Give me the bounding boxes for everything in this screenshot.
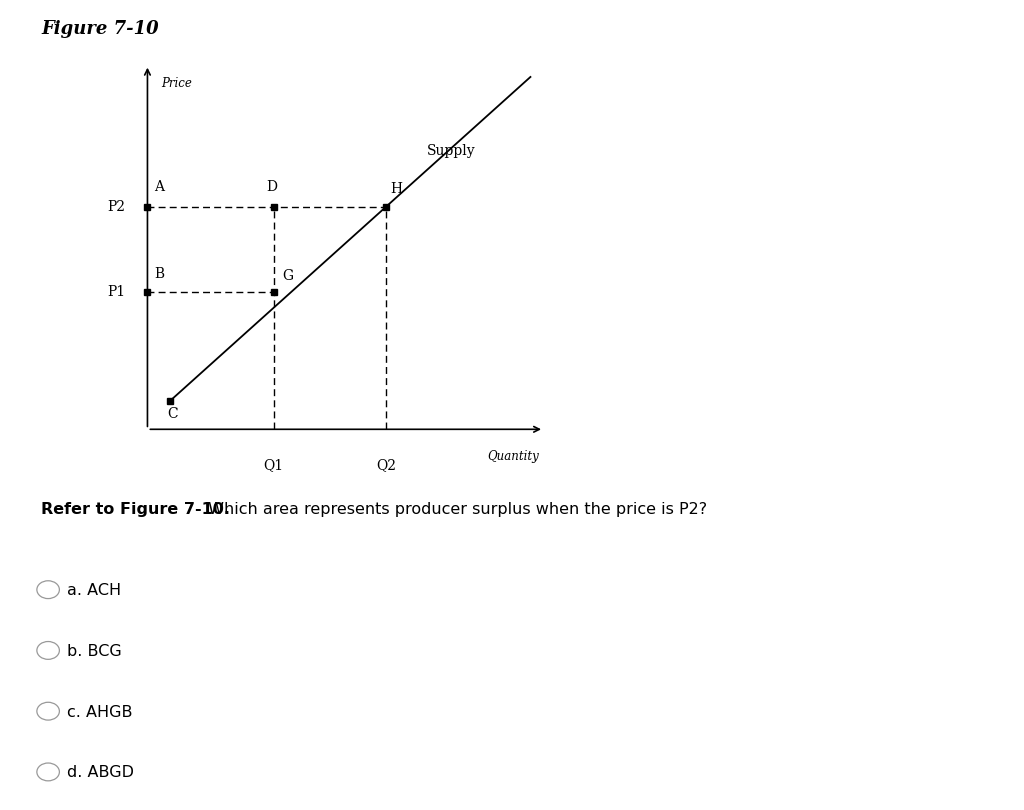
Text: D: D bbox=[266, 181, 276, 194]
Text: B: B bbox=[155, 267, 164, 282]
Text: Q2: Q2 bbox=[376, 458, 396, 471]
Text: b. BCG: b. BCG bbox=[67, 644, 121, 659]
Text: Q1: Q1 bbox=[263, 458, 284, 471]
Text: c. AHGB: c. AHGB bbox=[67, 705, 132, 720]
Text: Quantity: Quantity bbox=[487, 450, 540, 463]
Text: Refer to Figure 7-10.: Refer to Figure 7-10. bbox=[41, 502, 230, 518]
Text: a. ACH: a. ACH bbox=[67, 583, 121, 599]
Text: Price: Price bbox=[161, 77, 191, 90]
Text: P1: P1 bbox=[106, 284, 125, 299]
Text: Figure 7-10: Figure 7-10 bbox=[41, 20, 159, 38]
Text: Which area represents producer surplus when the price is P2?: Which area represents producer surplus w… bbox=[203, 502, 707, 518]
Text: A: A bbox=[155, 181, 164, 194]
Text: d. ABGD: d. ABGD bbox=[67, 765, 133, 781]
Text: P2: P2 bbox=[106, 199, 125, 214]
Text: H: H bbox=[391, 182, 402, 196]
Text: Supply: Supply bbox=[427, 144, 475, 158]
Text: G: G bbox=[283, 270, 294, 284]
Text: C: C bbox=[168, 407, 178, 421]
